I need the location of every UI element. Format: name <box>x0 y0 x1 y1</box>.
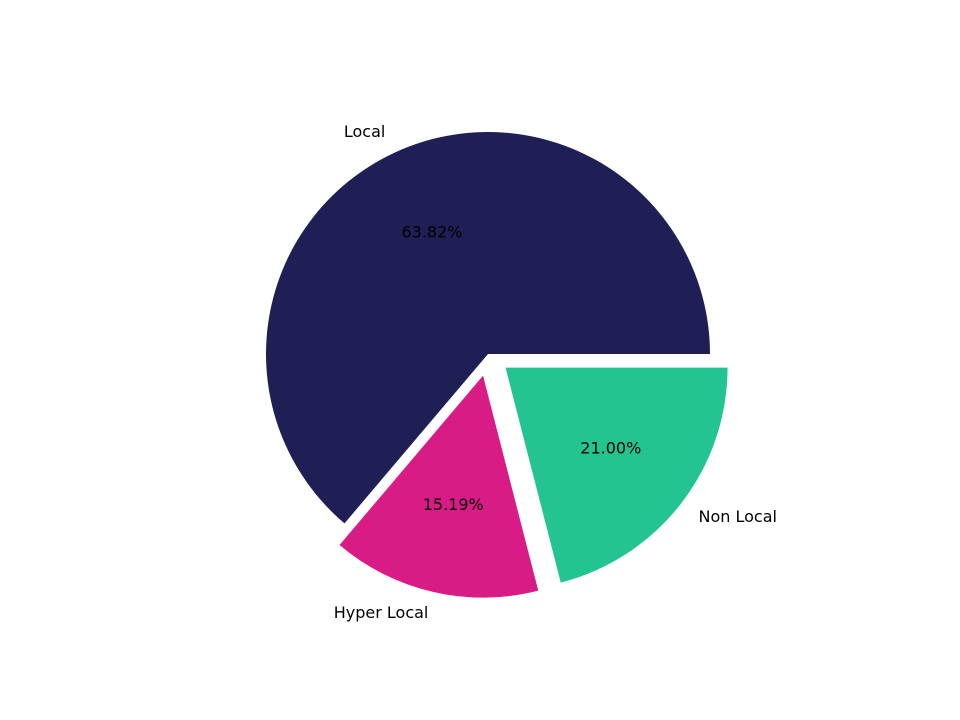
slice-label: Non Local <box>699 507 777 526</box>
slice-label: Local <box>344 122 385 141</box>
slice-label: Hyper Local <box>334 603 429 622</box>
pie-slice <box>266 131 710 524</box>
value-label: 63.82% <box>401 223 462 242</box>
value-label: 21.00% <box>580 439 641 458</box>
pie-slice <box>505 367 728 583</box>
pie-slice <box>339 375 539 598</box>
value-label: 15.19% <box>423 495 484 514</box>
